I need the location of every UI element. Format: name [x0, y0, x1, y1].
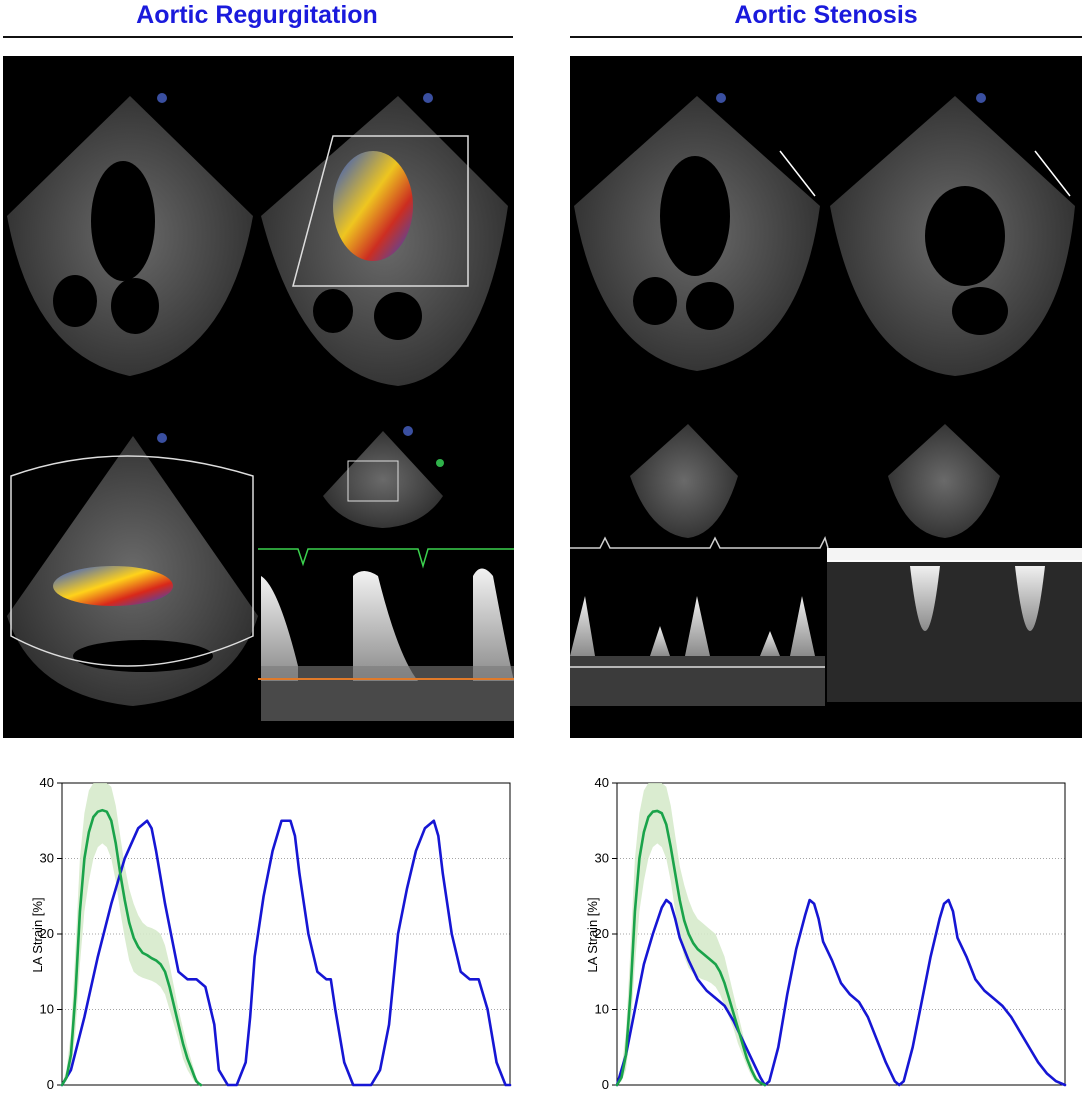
y-tick-label-20: 20 — [595, 926, 609, 941]
plot-frame — [61, 782, 511, 1086]
title-rule-right — [570, 36, 1082, 38]
y-tick-label-0: 0 — [602, 1077, 609, 1092]
y-tick-label-10: 10 — [40, 1002, 54, 1017]
echo-continuous-wave-doppler-as — [827, 424, 1082, 702]
echo-apical-three-chamber-as — [830, 93, 1075, 376]
echo-apical-four-chamber — [7, 93, 253, 376]
panel-title-aortic-regurgitation: Aortic Regurgitation — [136, 1, 378, 29]
y-tick-label-0: 0 — [47, 1077, 54, 1092]
series-line-patient-strain — [60, 819, 512, 1087]
y-tick-label-40: 40 — [40, 775, 54, 790]
plot-frame — [616, 782, 1066, 1086]
y-tick-label-20: 20 — [40, 926, 54, 941]
y-tick-label-10: 10 — [595, 1002, 609, 1017]
echo-images-aortic-regurgitation — [3, 56, 514, 738]
y-tick-label-30: 30 — [595, 851, 609, 866]
echo-pulsed-wave-doppler-as — [570, 424, 829, 706]
echo-color-doppler-four-chamber — [261, 93, 508, 386]
panel-title-aortic-stenosis: Aortic Stenosis — [734, 1, 918, 29]
strain-chart-svg-regurgitation: LA Strain [%] 0 10 20 30 40 — [30, 775, 512, 1092]
echo-images-aortic-stenosis — [570, 56, 1082, 738]
strain-chart-svg-stenosis: LA Strain [%] 0 10 20 30 40 — [585, 775, 1067, 1092]
series-line-reference-strain — [615, 809, 767, 1087]
y-tick-label-30: 30 — [40, 851, 54, 866]
echo-parasternal-long-axis-color — [7, 433, 258, 706]
title-rule-left — [3, 36, 513, 38]
series-line-reference-strain — [60, 808, 203, 1087]
strain-chart-aortic-regurgitation: LA Strain [%] 0 10 20 30 40 — [0, 775, 530, 1095]
echo-continuous-wave-doppler — [258, 426, 514, 721]
echo-apical-four-chamber-as — [574, 93, 820, 371]
strain-chart-aortic-stenosis: LA Strain [%] 0 10 20 30 40 — [555, 775, 1084, 1095]
series-line-patient-strain — [615, 898, 1067, 1087]
y-axis-label: LA Strain [%] — [30, 897, 45, 972]
y-tick-label-40: 40 — [595, 775, 609, 790]
y-axis-label: LA Strain [%] — [585, 897, 600, 972]
